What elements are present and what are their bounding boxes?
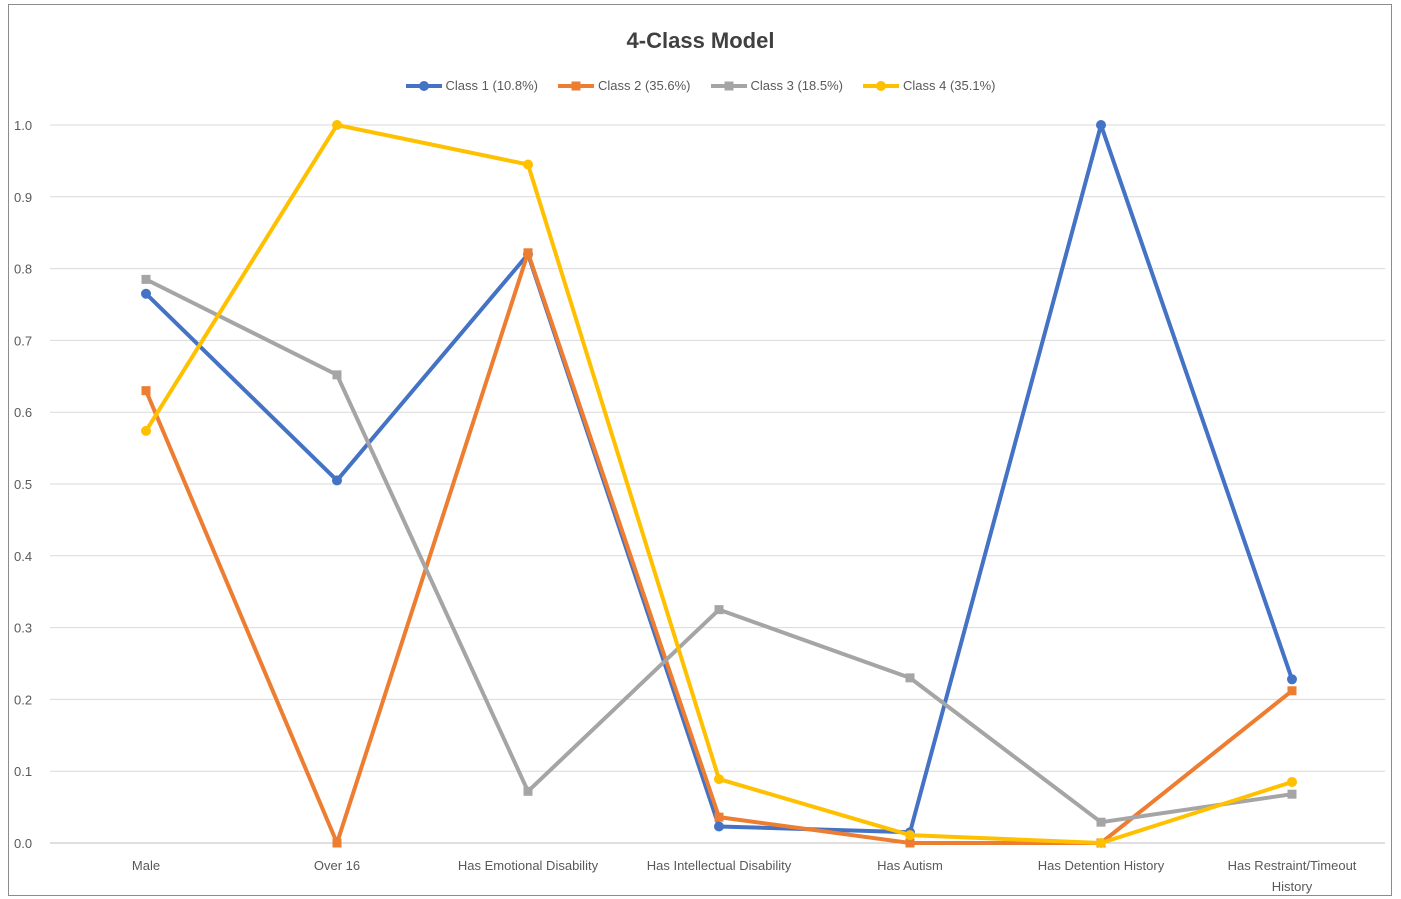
x-tick-label: Has Intellectual Disability bbox=[647, 858, 792, 873]
y-tick-label: 0.4 bbox=[14, 549, 32, 564]
data-point-series-1 bbox=[714, 821, 724, 832]
data-point-series-4 bbox=[1096, 838, 1106, 848]
x-tick-label: Has Restraint/Timeout History bbox=[1228, 858, 1357, 894]
legend-label: Class 3 (18.5%) bbox=[750, 78, 843, 93]
data-point-series-4 bbox=[905, 830, 915, 841]
x-tick-label: Has Detention History bbox=[1038, 858, 1165, 873]
chart-frame bbox=[8, 4, 1392, 896]
legend-item: Class 1 (10.8%) bbox=[405, 78, 539, 93]
x-tick-label: Has Autism bbox=[877, 858, 943, 873]
data-point-series-2 bbox=[141, 386, 151, 396]
legend-item: Class 3 (18.5%) bbox=[710, 78, 843, 93]
data-point-series-3 bbox=[1096, 817, 1106, 827]
data-point-series-2 bbox=[332, 838, 342, 848]
y-tick-label: 0.7 bbox=[14, 333, 32, 348]
data-point-series-1 bbox=[1096, 120, 1106, 130]
data-point-series-3 bbox=[1287, 789, 1297, 799]
x-tick-label: Has Emotional Disability bbox=[458, 858, 599, 873]
series-line-1 bbox=[144, 123, 1294, 835]
y-tick-label: 0.1 bbox=[14, 764, 32, 779]
legend-swatch bbox=[862, 80, 899, 91]
data-point-series-2 bbox=[523, 248, 533, 258]
chart-title: 4-Class Model bbox=[626, 28, 775, 53]
data-point-series-2 bbox=[714, 812, 724, 822]
data-point-series-3 bbox=[141, 274, 151, 284]
data-point-series-3 bbox=[714, 605, 724, 615]
y-tick-label: 1.0 bbox=[14, 118, 32, 133]
legend-label: Class 1 (10.8%) bbox=[445, 78, 539, 93]
legend-swatch bbox=[558, 81, 595, 90]
data-point-series-4 bbox=[1287, 776, 1297, 787]
y-tick-label: 0.0 bbox=[14, 836, 32, 851]
legend-item: Class 2 (35.6%) bbox=[558, 78, 691, 93]
data-point-series-3 bbox=[905, 673, 915, 683]
data-point-series-3 bbox=[332, 370, 342, 380]
legend-label: Class 4 (35.1%) bbox=[902, 78, 996, 93]
legend-swatch bbox=[405, 80, 442, 91]
chart-legend: Class 1 (10.8%) Class 2 (35.6%) Class 3 (1… bbox=[0, 78, 1401, 93]
data-point-series-2 bbox=[905, 838, 915, 848]
x-tick-label: Male bbox=[132, 858, 160, 873]
y-tick-label: 0.2 bbox=[14, 692, 32, 707]
x-tick-label: Over 16 bbox=[314, 858, 360, 873]
data-point-series-1 bbox=[332, 475, 342, 486]
data-point-series-3 bbox=[523, 786, 533, 796]
data-point-series-4 bbox=[141, 425, 151, 436]
data-point-series-2 bbox=[1287, 686, 1297, 696]
data-point-series-4 bbox=[714, 774, 724, 785]
y-tick-label: 0.6 bbox=[14, 405, 32, 420]
data-point-series-4 bbox=[523, 159, 533, 170]
data-point-series-4 bbox=[332, 120, 342, 130]
data-point-series-1 bbox=[1287, 674, 1297, 685]
y-tick-label: 0.3 bbox=[14, 621, 32, 636]
y-tick-label: 0.8 bbox=[14, 262, 32, 277]
series-line-3 bbox=[145, 277, 1293, 825]
series-line-2 bbox=[144, 250, 1294, 845]
legend-label: Class 2 (35.6%) bbox=[598, 78, 691, 93]
data-point-series-1 bbox=[141, 288, 151, 299]
legend-item: Class 4 (35.1%) bbox=[862, 78, 996, 93]
y-tick-label: 0.9 bbox=[14, 190, 32, 205]
y-tick-label: 0.5 bbox=[14, 477, 32, 492]
legend-swatch bbox=[710, 81, 747, 90]
